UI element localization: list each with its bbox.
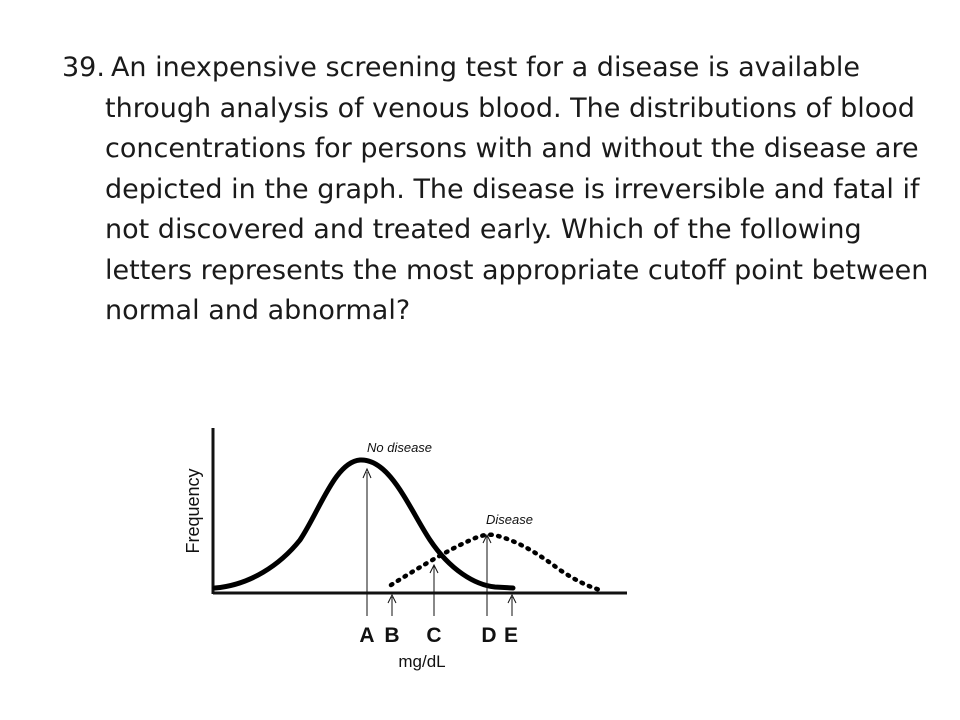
marker-arrowhead-d xyxy=(482,533,492,544)
distribution-figure: Frequency No disease Disease A xyxy=(175,420,645,680)
marker-label-d: D xyxy=(481,624,496,647)
y-axis-label: Frequency xyxy=(183,468,203,553)
question-number: 39. xyxy=(62,52,105,83)
marker-arrowhead-c xyxy=(429,563,439,574)
distribution-graph: Frequency No disease Disease A xyxy=(183,428,627,671)
marker-label-b: B xyxy=(384,624,399,647)
no-disease-label: No disease xyxy=(367,440,432,455)
marker-arrowhead-b xyxy=(387,593,397,604)
marker-arrowhead-e xyxy=(507,593,517,604)
marker-arrowhead-a xyxy=(362,467,372,479)
marker-label-a: A xyxy=(359,624,374,647)
disease-label: Disease xyxy=(486,512,533,527)
question-body: An inexpensive screening test for a dise… xyxy=(105,52,929,326)
disease-curve xyxy=(388,532,603,593)
x-axis-label: mg/dL xyxy=(398,652,445,671)
question-text: 39. An inexpensive screening test for a d… xyxy=(62,48,955,332)
marker-label-c: C xyxy=(426,624,441,647)
marker-label-e: E xyxy=(504,624,518,647)
no-disease-curve xyxy=(212,457,516,591)
